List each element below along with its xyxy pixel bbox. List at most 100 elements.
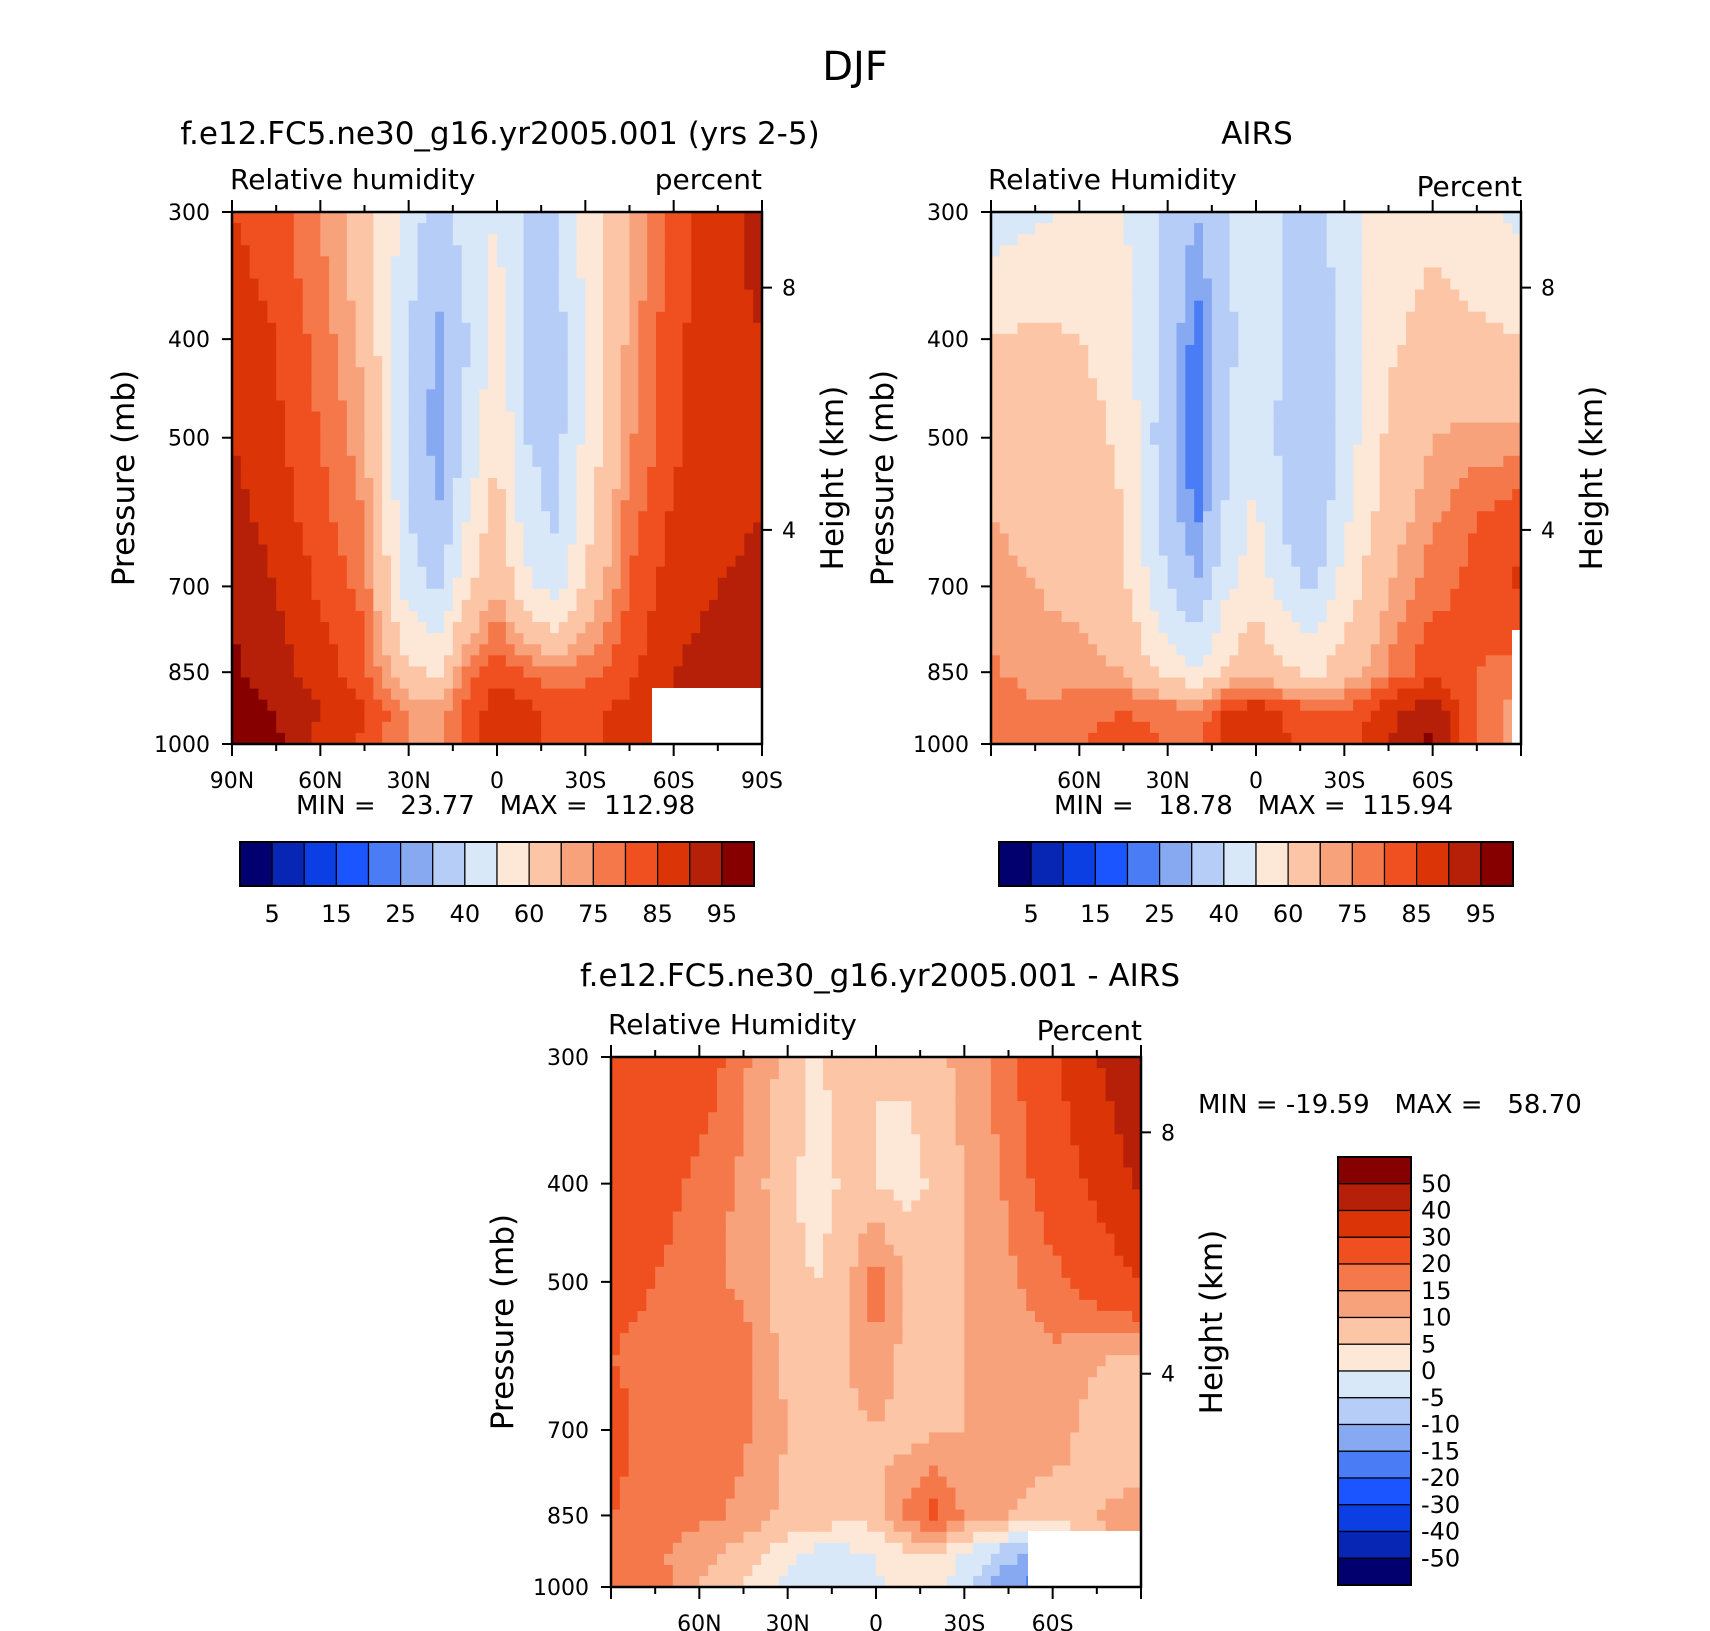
field-cell bbox=[1017, 333, 1027, 346]
x-tick-label: 30S bbox=[564, 769, 606, 794]
field-cell bbox=[656, 599, 666, 612]
field-cell bbox=[576, 622, 586, 634]
field-cell bbox=[1194, 234, 1204, 246]
field-cell bbox=[1203, 478, 1213, 490]
field-cell bbox=[1459, 500, 1469, 512]
field-cell bbox=[1256, 212, 1266, 224]
field-cell bbox=[1123, 400, 1133, 413]
field-cell bbox=[558, 289, 569, 302]
field-cell bbox=[479, 444, 489, 457]
field-cell bbox=[267, 356, 277, 368]
field-cell bbox=[1317, 300, 1328, 313]
field-cell bbox=[1512, 478, 1522, 490]
field-cell bbox=[1167, 300, 1178, 313]
field-cell bbox=[999, 533, 1010, 546]
field-cell bbox=[629, 555, 639, 568]
field-cell bbox=[435, 300, 445, 313]
field-cell bbox=[1326, 522, 1337, 535]
field-cell bbox=[532, 356, 542, 368]
field-cell bbox=[1423, 533, 1434, 546]
field-cell bbox=[1485, 345, 1496, 357]
field-cell bbox=[497, 245, 507, 257]
field-cell bbox=[258, 577, 268, 590]
field-cell bbox=[293, 577, 304, 590]
field-cell bbox=[338, 544, 348, 557]
field-cell bbox=[302, 566, 313, 579]
field-cell bbox=[717, 611, 728, 623]
field-cell bbox=[1476, 444, 1487, 457]
field-cell bbox=[682, 289, 692, 302]
field-cell bbox=[1185, 345, 1195, 357]
field-cell bbox=[399, 633, 410, 645]
field-cell bbox=[426, 710, 436, 723]
field-cell bbox=[391, 721, 401, 734]
field-cell bbox=[1114, 356, 1125, 368]
field-cell bbox=[700, 267, 710, 280]
field-cell bbox=[1379, 478, 1390, 490]
field-cell bbox=[444, 300, 454, 313]
field-cell bbox=[1132, 566, 1142, 579]
field-cell bbox=[232, 311, 242, 324]
field-cell bbox=[709, 588, 719, 601]
field-cell bbox=[461, 478, 472, 490]
field-cell bbox=[470, 389, 480, 402]
field-cell bbox=[664, 267, 675, 280]
field-cell bbox=[523, 544, 533, 557]
field-cell bbox=[1370, 212, 1381, 224]
field-cell bbox=[329, 500, 339, 512]
colorbar-label: 60 bbox=[514, 900, 545, 928]
field-cell bbox=[311, 555, 321, 568]
field-cell bbox=[664, 489, 675, 501]
field-cell bbox=[1468, 389, 1478, 402]
field-cell bbox=[461, 234, 472, 246]
field-cell bbox=[1097, 455, 1107, 468]
field-cell bbox=[709, 212, 719, 224]
field-cell bbox=[302, 588, 313, 601]
field-cell bbox=[991, 566, 1001, 579]
field-cell bbox=[1344, 544, 1354, 557]
field-cell bbox=[373, 245, 383, 257]
field-cell bbox=[1070, 511, 1080, 523]
field-cell bbox=[320, 599, 330, 612]
field-cell bbox=[1273, 400, 1284, 413]
field-cell bbox=[691, 533, 701, 546]
field-cell bbox=[656, 422, 666, 435]
field-cell bbox=[1450, 522, 1460, 535]
field-cell bbox=[435, 544, 445, 557]
field-cell bbox=[1141, 345, 1151, 357]
field-cell bbox=[373, 345, 383, 357]
field-cell bbox=[1044, 234, 1054, 246]
field-cell bbox=[302, 333, 313, 346]
field-cell bbox=[444, 422, 454, 435]
field-cell bbox=[1123, 577, 1133, 590]
field-cell bbox=[1512, 223, 1522, 235]
field-cell bbox=[1167, 245, 1178, 257]
field-cell bbox=[726, 234, 737, 246]
field-cell bbox=[1344, 345, 1354, 357]
field-cell bbox=[417, 300, 427, 313]
field-cell bbox=[1432, 389, 1443, 402]
field-cell bbox=[629, 400, 639, 413]
field-cell bbox=[1441, 333, 1451, 346]
field-cell bbox=[638, 566, 648, 579]
field-cell bbox=[700, 444, 710, 457]
field-cell bbox=[488, 322, 498, 335]
field-cell bbox=[532, 300, 542, 313]
field-cell bbox=[267, 666, 277, 679]
field-cell bbox=[364, 577, 374, 590]
field-cell bbox=[1282, 367, 1292, 379]
field-cell bbox=[373, 710, 383, 723]
colorbar-frame bbox=[239, 841, 755, 887]
field-cell bbox=[1114, 245, 1125, 257]
field-cell bbox=[1512, 500, 1522, 512]
field-cell bbox=[497, 655, 507, 668]
field-cell bbox=[691, 644, 701, 656]
field-cell bbox=[338, 422, 348, 435]
field-cell bbox=[1097, 256, 1107, 269]
field-cell bbox=[1441, 522, 1451, 535]
field-cell bbox=[532, 666, 542, 679]
field-cell bbox=[364, 433, 374, 446]
field-cell bbox=[399, 311, 410, 324]
field-cell bbox=[629, 444, 639, 457]
field-cell bbox=[629, 300, 639, 313]
